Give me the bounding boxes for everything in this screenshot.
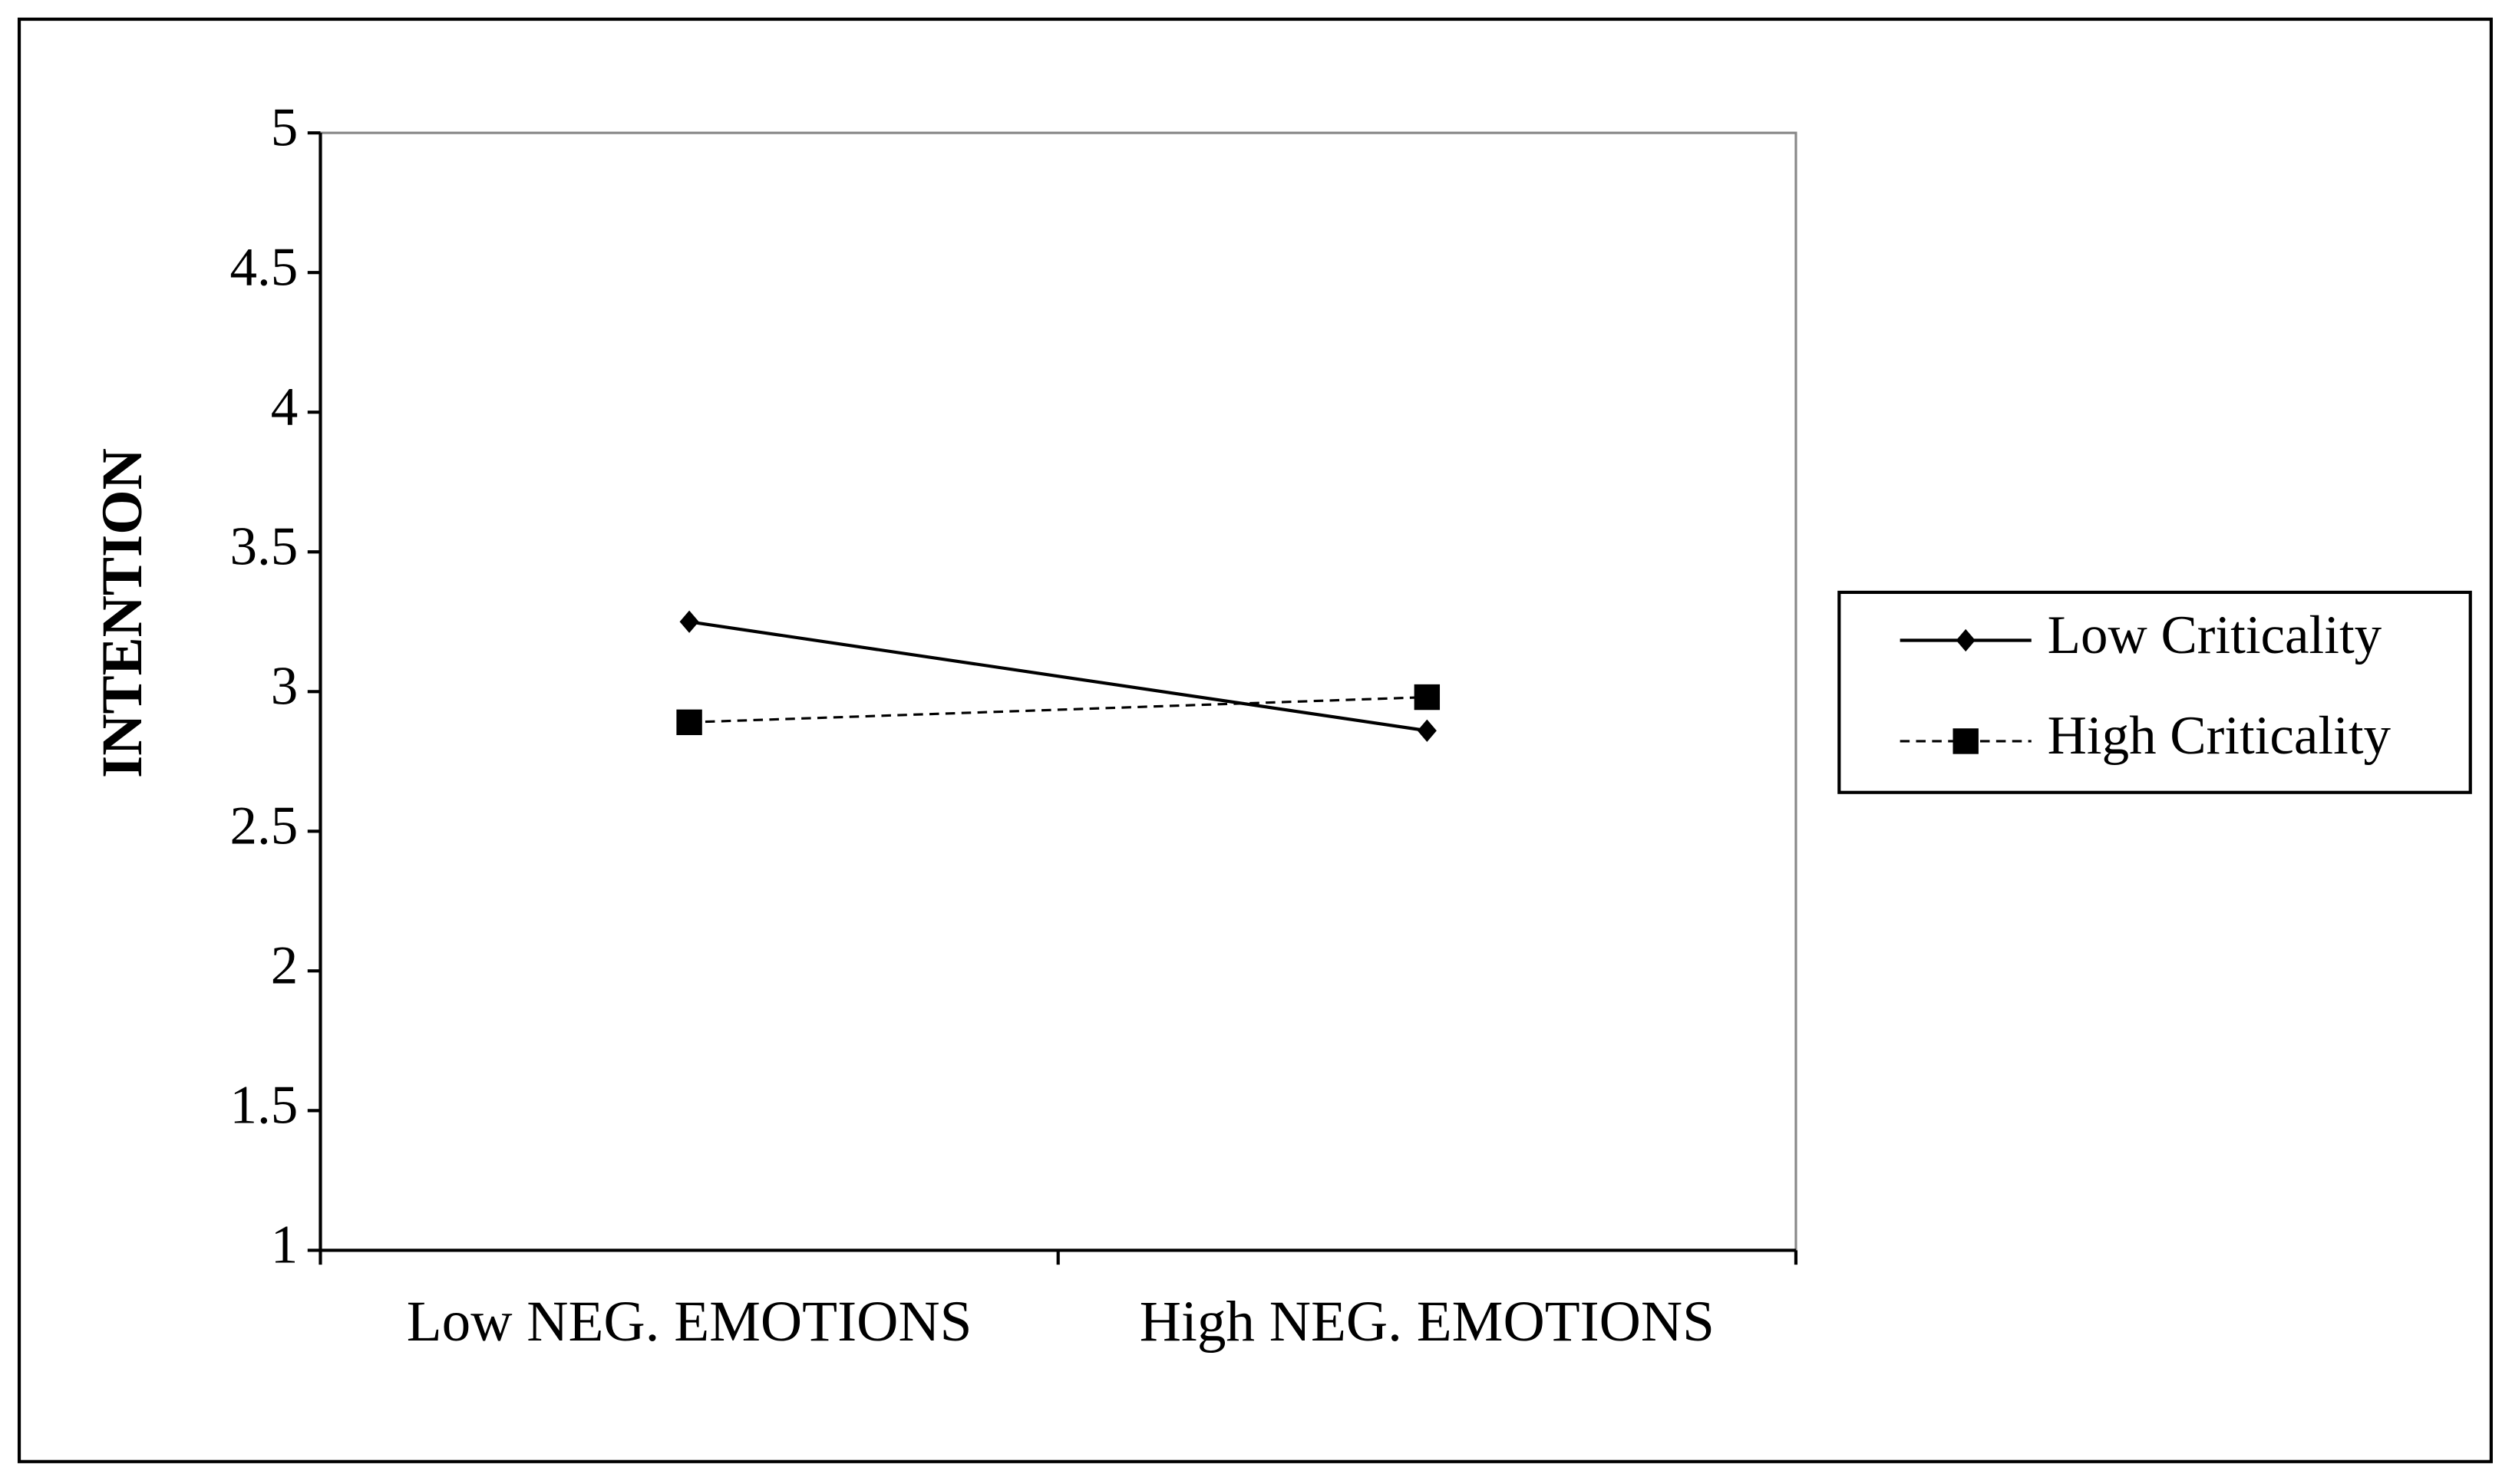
legend-marker (1956, 628, 1976, 652)
plot-area (319, 131, 1797, 1252)
y-tick-label: 4.5 (230, 237, 299, 297)
y-tick-label: 2.5 (230, 796, 299, 856)
legend-label: Low Criticality (2048, 605, 2382, 665)
x-tick-label: High NEG. EMOTIONS (1140, 1290, 1715, 1354)
y-tick-label: 3 (271, 657, 298, 717)
y-tick-label: 3.5 (230, 517, 299, 577)
legend-label: High Criticality (2048, 706, 2392, 766)
y-tick-label: 4 (271, 378, 298, 437)
y-tick-label: 2 (271, 936, 298, 996)
legend (1837, 590, 2472, 794)
y-axis-label: INTENTION (91, 448, 154, 778)
y-tick-label: 5 (271, 97, 298, 157)
frame (17, 17, 2493, 1463)
y-tick-label: 1.5 (230, 1076, 299, 1136)
legend-marker (1952, 728, 1979, 754)
x-tick-label: Low NEG. EMOTIONS (407, 1290, 972, 1354)
data-point (676, 709, 702, 736)
y-tick-label: 1 (271, 1215, 298, 1275)
series-line (689, 695, 1428, 724)
data-point (1417, 719, 1437, 742)
data-point (679, 610, 699, 633)
series-line (688, 620, 1428, 733)
data-point (1414, 684, 1441, 711)
